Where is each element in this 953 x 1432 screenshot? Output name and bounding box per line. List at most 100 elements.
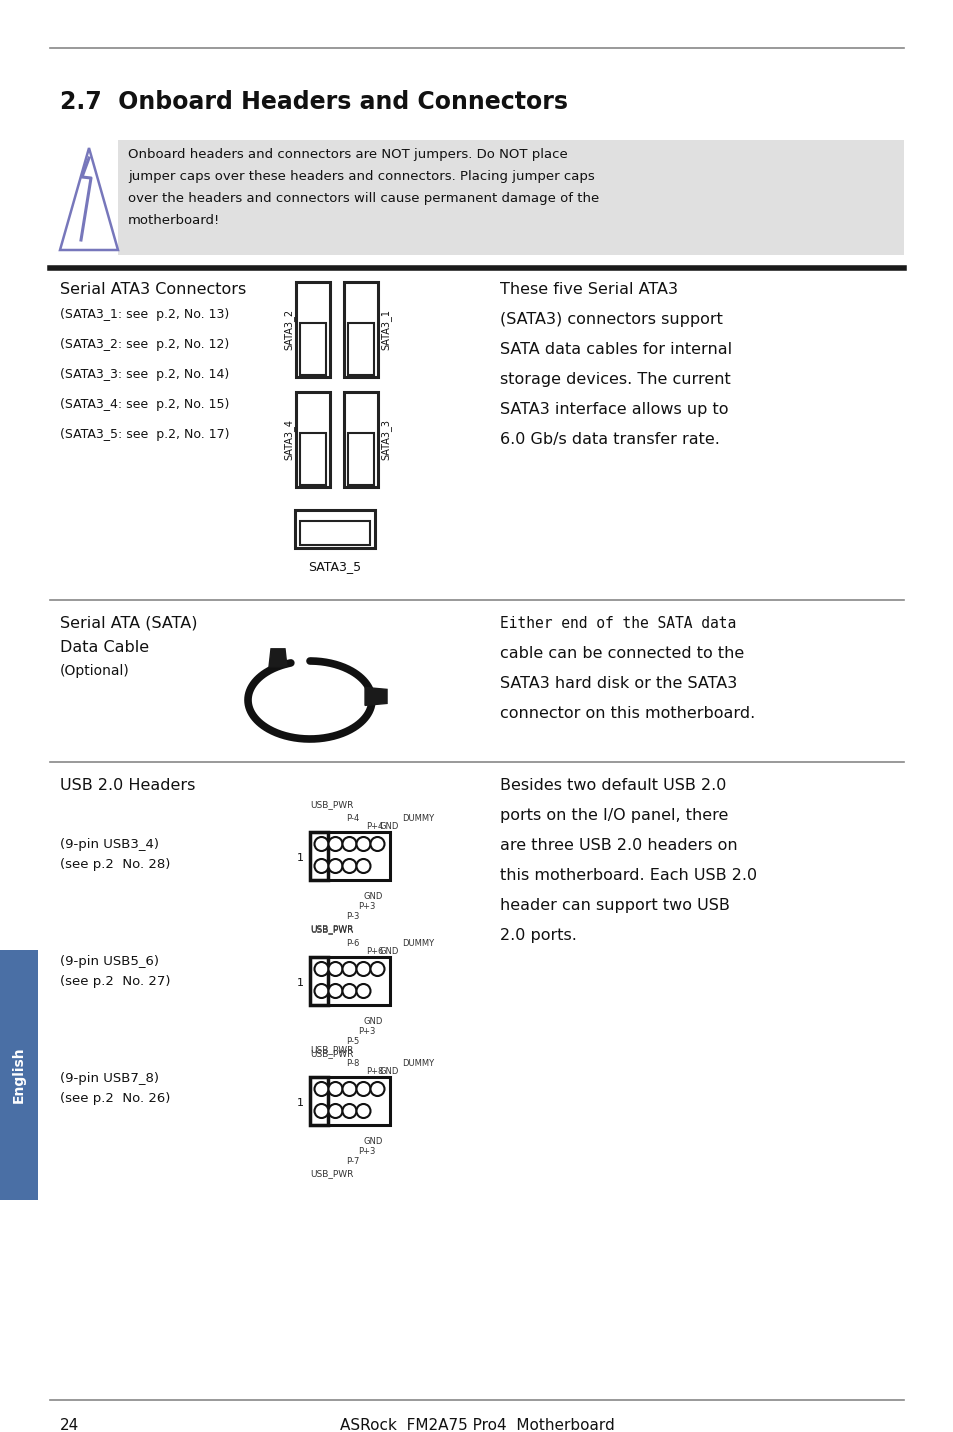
Circle shape [356,984,370,998]
Circle shape [314,1083,328,1095]
Text: USB_PWR: USB_PWR [310,1169,354,1179]
Bar [310,832,328,881]
Bar [310,832,390,881]
Text: P+6: P+6 [366,947,383,957]
Circle shape [314,984,328,998]
Bar [295,392,330,487]
Circle shape [370,836,384,851]
Text: P-6: P-6 [346,939,359,948]
Text: USB 2.0 Headers: USB 2.0 Headers [60,778,195,793]
Text: GND: GND [364,1017,383,1025]
Bar [295,282,330,377]
Circle shape [356,859,370,874]
Text: SATA data cables for internal: SATA data cables for internal [499,342,731,357]
Text: English: English [12,1047,26,1103]
Circle shape [356,1104,370,1118]
Text: P-4: P-4 [346,813,359,823]
Bar [310,1077,328,1126]
Circle shape [370,962,384,977]
Circle shape [328,984,342,998]
Circle shape [314,859,328,874]
Text: P+4: P+4 [366,822,383,831]
Text: USB_PWR: USB_PWR [310,925,354,934]
Text: storage devices. The current: storage devices. The current [499,372,730,387]
Text: DUMMY: DUMMY [401,813,434,823]
Text: SATA3_1: SATA3_1 [379,309,391,349]
Text: 6.0 Gb/s data transfer rate.: 6.0 Gb/s data transfer rate. [499,432,720,447]
Bar [348,432,374,485]
Circle shape [314,962,328,977]
Text: (SATA3) connectors support: (SATA3) connectors support [499,312,722,326]
Circle shape [328,859,342,874]
Circle shape [328,1104,342,1118]
Text: (SATA3_4: see  p.2, No. 15): (SATA3_4: see p.2, No. 15) [60,398,229,411]
Text: SATA3_2: SATA3_2 [283,309,294,349]
Circle shape [328,836,342,851]
Polygon shape [269,649,287,667]
Text: (9-pin USB3_4): (9-pin USB3_4) [60,838,159,851]
Text: P-7: P-7 [346,1157,359,1166]
Text: (see p.2  No. 27): (see p.2 No. 27) [60,975,171,988]
Text: Either end of the SATA data: Either end of the SATA data [499,616,736,632]
Text: GND: GND [379,822,399,831]
Circle shape [342,836,356,851]
Text: These five Serial ATA3: These five Serial ATA3 [499,282,678,296]
Text: SATA3_5: SATA3_5 [308,560,361,573]
Bar [299,521,370,546]
Text: 2.7  Onboard Headers and Connectors: 2.7 Onboard Headers and Connectors [60,90,567,115]
Circle shape [356,836,370,851]
Text: P-8: P-8 [346,1060,359,1068]
Text: (Optional): (Optional) [60,664,130,677]
Text: (SATA3_5: see  p.2, No. 17): (SATA3_5: see p.2, No. 17) [60,428,230,441]
Text: Serial ATA (SATA): Serial ATA (SATA) [60,616,197,632]
Bar [299,432,326,485]
Circle shape [342,962,356,977]
Circle shape [342,1083,356,1095]
Circle shape [328,962,342,977]
Circle shape [342,859,356,874]
Polygon shape [365,687,387,706]
Text: P+3: P+3 [357,902,375,911]
Text: USB_PWR: USB_PWR [310,1045,354,1054]
Text: P+3: P+3 [357,1147,375,1156]
Bar [344,392,377,487]
Circle shape [356,1083,370,1095]
Text: motherboard!: motherboard! [128,213,220,228]
Text: (see p.2  No. 26): (see p.2 No. 26) [60,1093,171,1106]
Text: DUMMY: DUMMY [401,1060,434,1068]
Text: P+3: P+3 [357,1027,375,1035]
Text: (SATA3_3: see  p.2, No. 14): (SATA3_3: see p.2, No. 14) [60,368,229,381]
Bar [344,282,377,377]
Bar [310,957,390,1005]
Bar [310,1077,390,1126]
Text: cable can be connected to the: cable can be connected to the [499,646,743,662]
Bar [118,140,903,255]
Text: this motherboard. Each USB 2.0: this motherboard. Each USB 2.0 [499,868,757,884]
Circle shape [342,1104,356,1118]
Bar [348,322,374,375]
Text: P+8: P+8 [366,1067,383,1075]
Text: ASRock  FM2A75 Pro4  Motherboard: ASRock FM2A75 Pro4 Motherboard [339,1418,614,1432]
Circle shape [314,836,328,851]
Text: P-5: P-5 [346,1037,359,1045]
Text: over the headers and connectors will cause permanent damage of the: over the headers and connectors will cau… [128,192,598,205]
Text: 1: 1 [296,853,304,863]
Text: DUMMY: DUMMY [401,939,434,948]
Text: USB_PWR: USB_PWR [310,924,354,934]
Text: GND: GND [379,947,399,957]
Text: SATA3 hard disk or the SATA3: SATA3 hard disk or the SATA3 [499,676,737,692]
Text: Data Cable: Data Cable [60,640,149,654]
Text: SATA3_3: SATA3_3 [379,420,391,460]
Text: Serial ATA3 Connectors: Serial ATA3 Connectors [60,282,246,296]
Circle shape [314,1104,328,1118]
Text: 24: 24 [60,1418,79,1432]
Circle shape [328,1083,342,1095]
Text: Onboard headers and connectors are NOT jumpers. Do NOT place: Onboard headers and connectors are NOT j… [128,147,567,160]
Text: (SATA3_1: see  p.2, No. 13): (SATA3_1: see p.2, No. 13) [60,308,229,321]
Text: 1: 1 [296,978,304,988]
Text: P-3: P-3 [346,912,359,921]
Circle shape [370,1083,384,1095]
Text: USB_PWR: USB_PWR [310,1050,354,1058]
Text: (see p.2  No. 28): (see p.2 No. 28) [60,858,171,871]
Text: Besides two default USB 2.0: Besides two default USB 2.0 [499,778,725,793]
